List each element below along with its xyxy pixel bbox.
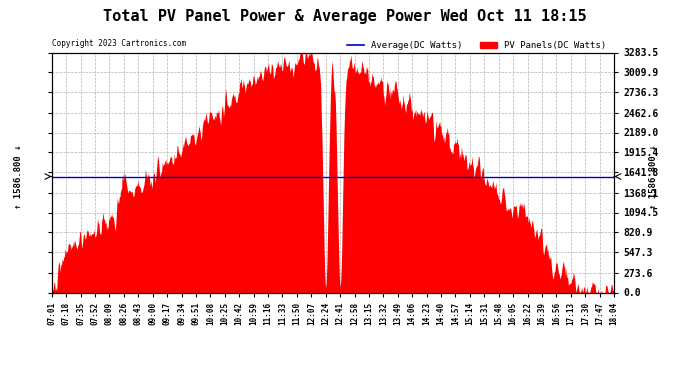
- Legend: Average(DC Watts), PV Panels(DC Watts): Average(DC Watts), PV Panels(DC Watts): [344, 38, 609, 54]
- Text: ↑ 1586.800 ↓: ↑ 1586.800 ↓: [14, 144, 23, 209]
- Text: ↑ 1586.800 ↓: ↑ 1586.800 ↓: [649, 144, 658, 209]
- Text: Total PV Panel Power & Average Power Wed Oct 11 18:15: Total PV Panel Power & Average Power Wed…: [104, 9, 586, 24]
- Text: Copyright 2023 Cartronics.com: Copyright 2023 Cartronics.com: [52, 39, 186, 48]
